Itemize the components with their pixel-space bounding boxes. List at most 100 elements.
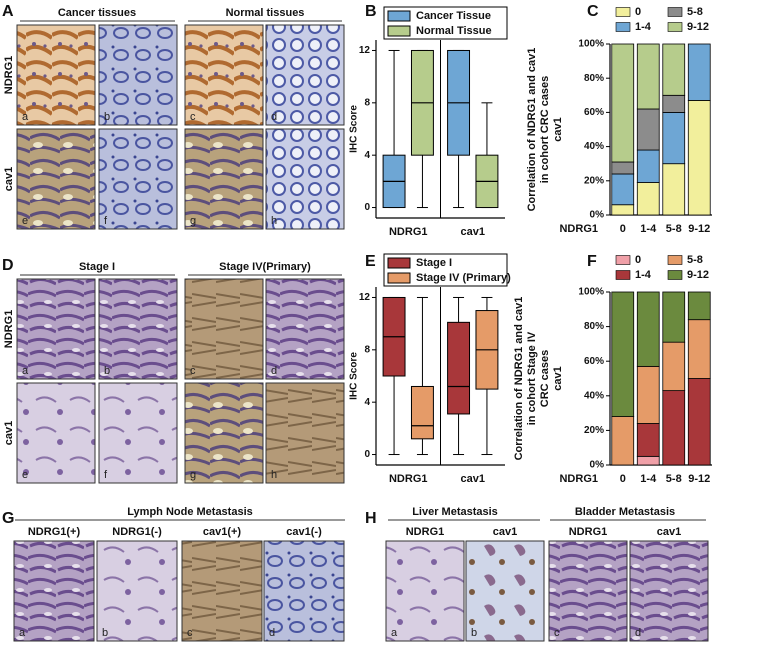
micrograph bbox=[184, 24, 264, 126]
image-sublabel: e bbox=[22, 469, 28, 481]
column-header: cav1 bbox=[493, 526, 517, 538]
bar-segment bbox=[611, 43, 635, 163]
panel-letter: A bbox=[2, 3, 14, 20]
bar-segment bbox=[662, 94, 686, 113]
panel-letter: G bbox=[2, 510, 14, 527]
y-axis-title: Correlation of NDRG1 and cav1 bbox=[513, 297, 525, 461]
y-tick-label: 60% bbox=[584, 107, 604, 118]
y-tick-label: 8 bbox=[364, 344, 370, 355]
group-title: Liver Metastasis bbox=[412, 506, 498, 518]
bar-segment bbox=[636, 108, 660, 151]
image-sublabel: f bbox=[104, 469, 108, 481]
micrograph bbox=[184, 382, 264, 484]
x-tick-label: NDRG1 bbox=[389, 226, 428, 238]
x-axis-title: NDRG1 bbox=[559, 223, 598, 235]
micrograph bbox=[16, 128, 96, 230]
x-tick-label: cav1 bbox=[461, 226, 485, 238]
micrograph bbox=[265, 278, 345, 380]
micrograph bbox=[98, 382, 178, 484]
panel-letter: H bbox=[365, 510, 377, 527]
bar-segment bbox=[662, 291, 686, 343]
y-tick-label: 40% bbox=[584, 141, 604, 152]
bar-segment bbox=[611, 161, 635, 175]
legend-swatch bbox=[387, 272, 411, 284]
bar-segment bbox=[687, 43, 711, 101]
bar-segment bbox=[662, 112, 686, 165]
y-tick-label: 4 bbox=[364, 150, 370, 161]
micrograph bbox=[16, 24, 96, 126]
bar-segment bbox=[611, 416, 635, 466]
image-sublabel: b bbox=[104, 365, 110, 377]
bar-segment bbox=[687, 291, 711, 321]
legend-label: 1-4 bbox=[635, 21, 652, 33]
box bbox=[447, 321, 471, 415]
legend-swatch bbox=[615, 255, 631, 265]
y-tick-label: 20% bbox=[584, 425, 604, 436]
column-header: NDRG1 bbox=[406, 526, 445, 538]
column-header: Stage IV(Primary) bbox=[219, 261, 311, 273]
legend-label: Stage I bbox=[416, 257, 452, 269]
bar-segment bbox=[687, 100, 711, 216]
legend-swatch bbox=[387, 257, 411, 269]
bar-segment bbox=[636, 455, 660, 466]
y-tick-label: 20% bbox=[584, 175, 604, 186]
x-tick-label: 0 bbox=[620, 223, 626, 235]
legend-swatch bbox=[387, 25, 411, 37]
micrograph bbox=[465, 540, 545, 642]
legend-label: 5-8 bbox=[687, 6, 703, 18]
legend-swatch bbox=[387, 10, 411, 22]
micrograph bbox=[13, 540, 95, 642]
micrograph bbox=[184, 278, 264, 380]
row-label: cav1 bbox=[3, 421, 15, 445]
panel-letter: F bbox=[587, 253, 597, 270]
x-tick-label: cav1 bbox=[461, 473, 485, 485]
y-tick-label: 0% bbox=[590, 210, 605, 221]
x-axis-title: NDRG1 bbox=[559, 473, 598, 485]
image-sublabel: b bbox=[104, 111, 110, 123]
y-tick-label: 80% bbox=[584, 73, 604, 84]
y-axis-title: in cohort CRC cases bbox=[539, 76, 551, 184]
x-tick-label: 1-4 bbox=[640, 473, 657, 485]
column-header: Stage I bbox=[79, 261, 115, 273]
group-title: Bladder Metastasis bbox=[575, 506, 675, 518]
y-tick-label: 80% bbox=[584, 321, 604, 332]
legend-swatch bbox=[615, 22, 631, 32]
legend-swatch bbox=[667, 270, 683, 280]
micrograph bbox=[96, 540, 178, 642]
column-header: NDRG1(+) bbox=[28, 526, 81, 538]
panel-letter: C bbox=[587, 3, 599, 20]
y-tick-label: 12 bbox=[359, 292, 371, 303]
column-header: Normal tissues bbox=[226, 7, 305, 19]
micrograph bbox=[181, 540, 263, 642]
bar-segment bbox=[611, 173, 635, 206]
image-sublabel: c bbox=[190, 111, 196, 123]
group-title: Lymph Node Metastasis bbox=[127, 506, 253, 518]
bar-segment bbox=[611, 204, 635, 216]
y-tick-label: 12 bbox=[359, 45, 371, 56]
legend-title: cav1 bbox=[552, 366, 564, 390]
legend-label: 0 bbox=[635, 6, 641, 18]
image-sublabel: d bbox=[635, 627, 641, 639]
micrograph bbox=[629, 540, 709, 642]
x-tick-label: 0 bbox=[620, 473, 626, 485]
x-tick-label: 9-12 bbox=[688, 473, 710, 485]
legend-frame bbox=[383, 6, 508, 40]
image-sublabel: b bbox=[102, 627, 108, 639]
bar-segment bbox=[611, 291, 635, 417]
bar-segment bbox=[662, 163, 686, 216]
micrograph bbox=[265, 128, 345, 230]
micrograph bbox=[385, 540, 465, 642]
y-tick-label: 0 bbox=[364, 449, 370, 460]
column-header: NDRG1(-) bbox=[112, 526, 162, 538]
legend-frame bbox=[383, 253, 508, 287]
image-sublabel: d bbox=[271, 111, 277, 123]
micrograph bbox=[98, 278, 178, 380]
micrograph bbox=[184, 128, 264, 230]
legend-label: 1-4 bbox=[635, 269, 652, 281]
panel-letter: E bbox=[365, 253, 376, 270]
column-header: cav1(+) bbox=[203, 526, 242, 538]
image-sublabel: h bbox=[271, 215, 277, 227]
image-sublabel: a bbox=[22, 365, 29, 377]
row-label: NDRG1 bbox=[3, 310, 15, 349]
